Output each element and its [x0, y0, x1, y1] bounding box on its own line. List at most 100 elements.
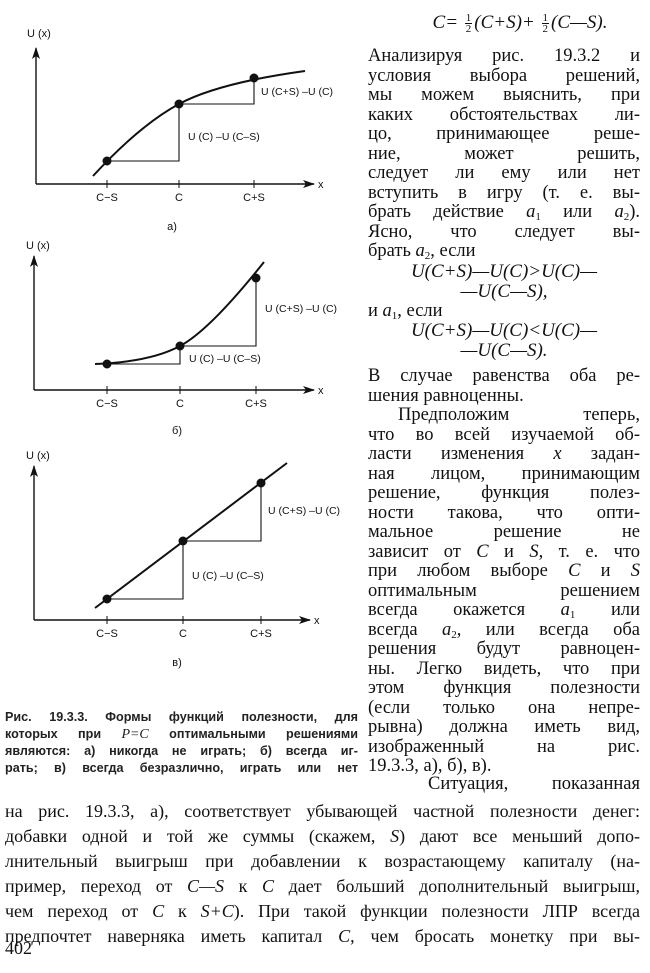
text-run: рать; в) всегда безразлично, играть или …	[5, 761, 358, 775]
text-line: мы можем выяснить, при	[368, 85, 640, 106]
text-line: брать a2, если	[368, 241, 640, 262]
lower-annotation: U (C) –U (C–S)	[188, 131, 260, 143]
tick-label: C+S	[245, 398, 267, 410]
text-run: изображенный на рис.	[368, 736, 640, 757]
text-line: предпочтет наверняка иметь капитал C, че…	[5, 924, 640, 949]
text-run: оптимальными решениями	[148, 727, 358, 741]
italic-symbol: S	[630, 561, 640, 581]
situation-paragraph-start: Ситуация, показанная	[428, 774, 640, 795]
point-c-plus-s	[256, 478, 266, 488]
text-run: являются: а) никогда не играть; б) всегд…	[5, 744, 358, 758]
text-run: всегда окажется	[368, 600, 561, 620]
formula-term: (C+S)+	[474, 12, 535, 33]
text-line: и a1, если	[368, 300, 640, 321]
text-run: U(C+S)—U(C)>U(C)—	[410, 260, 598, 282]
text-run: Ситуация, показанная	[428, 774, 640, 794]
text-run: ная лицом, принимающим	[368, 463, 640, 484]
tick-label: C+S	[250, 628, 272, 640]
text-line: следует ли ему или нет	[368, 163, 640, 184]
text-line: ны. Легко видеть, что при	[368, 658, 640, 680]
text-run: 19.3.3, а), б), в).	[368, 756, 492, 776]
text-line: чем переход от C к S+C). При такой функц…	[5, 899, 640, 924]
x-axis-label: x	[318, 385, 324, 397]
tick-label: C−S	[96, 192, 118, 204]
italic-symbol: C—S	[186, 876, 224, 896]
paragraph: Анализируя рис. 19.3.2 и условия выбора р…	[368, 46, 640, 262]
text-run: рывна) должна иметь вид,	[368, 717, 640, 737]
text-line: ности такова, что опти-	[368, 503, 640, 524]
text-line: Ясно, что следует вы-	[368, 222, 640, 243]
point-c-minus-s	[102, 594, 112, 604]
upper-annotation: U (C+S) –U (C)	[268, 505, 340, 517]
tick-label: C	[175, 192, 183, 204]
text-run: ) дают все меньший допо-	[399, 826, 640, 846]
text-line: ние, может решить,	[368, 143, 640, 165]
text-line: В случае равенства оба ре-	[368, 366, 640, 387]
text-run: этом функция полезности	[368, 678, 640, 698]
inequality-formula: U(C+S)—U(C)<U(C)— —U(C—S).	[368, 321, 640, 361]
italic-symbol: C	[476, 541, 489, 562]
text-line: Рис. 19.3.3. Формы функций полезности, д…	[5, 709, 358, 726]
text-run: Рис. 19.3.3. Формы функций полезности, д…	[5, 710, 358, 724]
italic-symbol: S	[390, 826, 400, 846]
text-line: зависит от C и S, т. е. что	[368, 541, 640, 563]
y-axis-label: U (x)	[26, 450, 50, 462]
utility-function-figures: U (x) x C−S C C+S U (C+S) –U (C) U (C) –…	[26, 28, 340, 669]
text-run: или	[540, 202, 615, 222]
tick-label: C−S	[96, 628, 118, 640]
text-run: Предположим теперь,	[398, 405, 640, 425]
text-run: ны. Легко видеть, что при	[368, 658, 640, 679]
point-c-plus-s	[249, 73, 259, 83]
y-axis-label: U (x)	[27, 28, 51, 40]
text-line: которых при P=C оптимальными решениями	[5, 726, 358, 743]
subscript: 2	[451, 628, 457, 641]
text-line: лнительный выигрыш при добавлении к возр…	[5, 849, 640, 874]
formula-lhs: C=	[432, 12, 459, 33]
point-c-plus-s	[251, 273, 261, 283]
text-line: U(C+S)—U(C)>U(C)—	[368, 260, 640, 282]
italic-symbol: P=C	[121, 727, 149, 742]
page-number: 402	[5, 938, 32, 958]
point-c	[178, 536, 188, 546]
italic-symbol: C	[338, 926, 351, 946]
text-line: (если только она непре-	[368, 698, 640, 719]
italic-symbol: a	[614, 202, 624, 222]
numerator: 1	[541, 12, 549, 25]
text-line: шения равноценны.	[368, 386, 640, 407]
point-c	[174, 99, 184, 109]
subscript: 2	[424, 250, 431, 262]
text-line: на рис. 19.3.3, а), соответствует убываю…	[5, 799, 640, 824]
upper-annotation: U (C+S) –U (C)	[265, 303, 337, 315]
italic-symbol: a	[560, 600, 570, 620]
text-run: и	[368, 300, 383, 321]
text-run: В случае равенства оба ре-	[368, 366, 640, 386]
text-run: что во всей изучаемой об-	[368, 424, 640, 445]
italic-symbol: a	[415, 241, 425, 261]
text-run: , чем бросать монетку при вы-	[350, 926, 640, 946]
text-line: являются: а) никогда не играть; б) всегд…	[5, 743, 358, 760]
subscript: 2	[623, 211, 630, 223]
text-run: , или всегда оба	[456, 619, 640, 640]
text-line: что во всей изучаемой об-	[368, 424, 640, 446]
text-run: или	[575, 600, 640, 620]
step-lines	[107, 278, 257, 365]
text-line: мальное решение не	[368, 522, 640, 543]
italic-symbol: S	[529, 541, 539, 562]
text-run: ние, может решить,	[368, 143, 640, 164]
italic-symbol: a	[526, 202, 536, 222]
tick-label: C	[176, 398, 184, 410]
italic-symbol: x	[553, 444, 562, 464]
text-run: , если	[397, 300, 443, 321]
text-run: к	[223, 876, 262, 896]
text-run: вступить в игру (т. е. вы-	[368, 182, 640, 203]
subscript: 1	[535, 211, 541, 223]
text-line: добавки одной и той же суммы (скажем, S)…	[5, 824, 640, 849]
upper-annotation: U (C+S) –U (C)	[261, 86, 333, 98]
text-run: лнительный выигрыш при добавлении к возр…	[5, 851, 640, 871]
x-axis-label: x	[314, 615, 320, 627]
text-run: , если	[430, 241, 476, 261]
italic-symbol: a	[441, 619, 452, 640]
text-run: —U(C—S),	[460, 280, 548, 302]
text-run: и	[580, 561, 631, 581]
